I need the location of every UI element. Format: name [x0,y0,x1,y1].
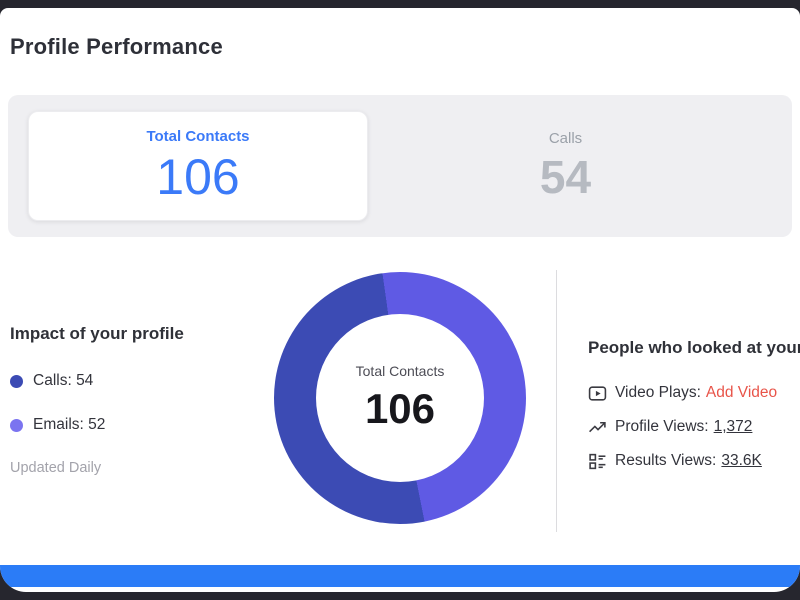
donut-chart: Total Contacts 106 [274,272,526,524]
add-video-link[interactable]: Add Video [705,384,778,401]
results-views-label: Results Views: [615,452,717,469]
donut-center: Total Contacts 106 [316,314,484,482]
profile-views-row: Profile Views: 1,372 [588,414,800,440]
profile-views-icon [588,418,607,437]
legend-emails-label: Emails: 52 [33,416,106,433]
footer-bar [0,565,800,587]
results-views-row: Results Views: 33.6K [588,448,800,474]
profile-performance-page: Profile Performance Total Contacts 106 C… [0,8,800,592]
emails-dot-icon [10,418,23,432]
video-plays-label: Video Plays: [615,384,701,401]
donut-center-value: 106 [364,385,436,432]
legend-calls-label: Calls: 54 [33,372,94,389]
tab-calls[interactable]: Calls 54 [463,111,668,221]
tab-calls-label: Calls [548,129,583,147]
tab-total-contacts-value: 106 [156,148,240,205]
tab-total-contacts-label: Total Contacts [146,127,250,145]
profile-views-value[interactable]: 1,372 [713,418,753,435]
viewers-heading: People who looked at your [588,338,800,357]
legend-item-calls: Calls: 54 [10,370,260,392]
impact-section: Impact of your profile Calls: 54 Emails:… [10,324,260,476]
page-title: Profile Performance [10,34,223,59]
results-views-value[interactable]: 33.6K [721,452,762,469]
metrics-tab-bar: Total Contacts 106 Calls 54 [8,95,792,237]
profile-views-label: Profile Views: [615,418,709,435]
tab-calls-value: 54 [539,150,592,203]
impact-heading: Impact of your profile [10,324,184,343]
viewers-section: People who looked at your Video Plays: A… [588,338,800,482]
video-plays-icon [588,384,607,403]
results-views-icon [588,452,607,471]
calls-dot-icon [10,374,23,388]
updated-daily-note: Updated Daily [10,460,102,476]
legend-item-emails: Emails: 52 [10,414,260,436]
donut-center-label: Total Contacts [355,363,445,379]
vertical-divider [556,270,557,532]
tab-total-contacts[interactable]: Total Contacts 106 [28,111,368,221]
video-plays-row: Video Plays: Add Video [588,380,800,406]
